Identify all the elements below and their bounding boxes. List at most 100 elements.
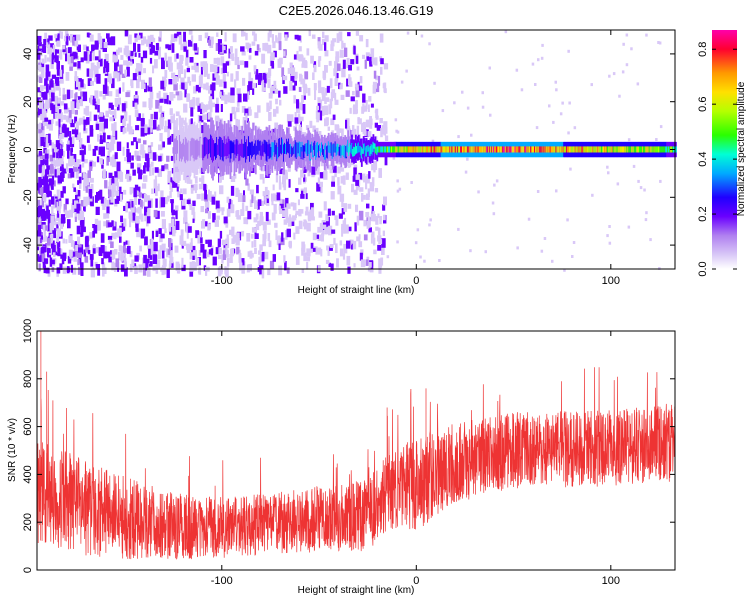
spectrogram-cell: [309, 120, 313, 129]
spectrogram-cell: [264, 251, 269, 260]
x-tick-label: 100: [602, 575, 620, 587]
spectrogram-cell: [371, 164, 374, 171]
spectrogram-cell: [383, 126, 388, 134]
spectrogram-cell: [298, 209, 302, 217]
spectrogram-cell: [378, 267, 382, 274]
spectrogram-ridge-core: [364, 147, 367, 157]
spectrogram-cell: [142, 50, 148, 59]
spectrogram-cell: [314, 127, 319, 132]
spectrogram-cell: [571, 255, 574, 258]
spectrogram-cell: [236, 246, 240, 255]
spectrogram-cell: [187, 76, 191, 84]
spectrogram-cell: [172, 76, 177, 85]
spectrogram-cell: [164, 52, 167, 62]
spectrogram-cell: [192, 255, 195, 260]
spectrogram-ridge-core: [631, 146, 633, 153]
spectrogram-ridge-core: [579, 146, 582, 153]
spectrogram-cell: [92, 161, 96, 167]
spectrogram-cell: [147, 35, 151, 44]
spectrogram-cell: [161, 165, 165, 172]
spectrogram-cell: [77, 215, 81, 221]
spectrogram-cell: [139, 149, 144, 155]
spectrogram-cell: [103, 118, 108, 129]
spectrogram-cell: [206, 251, 210, 258]
spectrogram-ridge-core: [292, 146, 295, 155]
spectrogram-cell: [45, 99, 49, 109]
spectrogram-cell: [304, 61, 308, 69]
spectrogram-cell: [73, 52, 78, 59]
spectrogram-cell: [53, 250, 56, 258]
spectrogram-cell: [612, 72, 616, 76]
spectrogram-ridge-core: [518, 146, 521, 153]
spectrogram-ridge-core: [465, 146, 468, 153]
spectrogram-cell: [352, 91, 355, 96]
spectrogram-cell: [372, 81, 378, 89]
spectrogram-cell: [295, 210, 299, 215]
spectrogram-cell: [49, 154, 54, 162]
spectrogram-cell: [170, 242, 173, 252]
spectrogram-cell: [185, 57, 189, 66]
spectrogram-cell: [313, 83, 317, 91]
spectrogram-ridge-core: [569, 146, 571, 153]
spectrogram-ridge-core: [251, 141, 254, 157]
spectrogram-cell: [190, 238, 193, 246]
spectrogram-ridge-core: [541, 146, 544, 153]
spectrogram-cell: [372, 214, 376, 222]
spectrogram-cell: [294, 71, 298, 78]
spectrogram-cell: [244, 61, 249, 68]
spectrogram-cell: [44, 91, 48, 100]
spectrogram-cell: [189, 101, 192, 106]
spectrogram-cell: [38, 133, 42, 141]
spectrogram-cell: [41, 178, 46, 186]
spectrogram-ridge-core: [411, 146, 414, 153]
spectrogram-cell: [319, 172, 325, 179]
spectrogram-cell: [241, 266, 245, 274]
spectrogram-cell: [110, 193, 114, 203]
spectrogram-cell: [356, 125, 360, 135]
spectrogram-cell: [167, 195, 170, 202]
spectrogram-cell: [233, 174, 237, 179]
spectrogram-cell: [637, 179, 640, 183]
spectrogram-cell: [327, 248, 330, 256]
spectrogram-cell: [216, 32, 219, 37]
spectrogram-cell: [368, 96, 372, 102]
spectrogram-cell: [131, 204, 135, 213]
spectrogram-cell: [348, 77, 352, 86]
spectrogram-cell: [176, 175, 180, 183]
spectrogram-ridge-core: [215, 143, 217, 160]
spectrogram-cell: [58, 118, 61, 128]
spectrogram-cell: [342, 253, 346, 260]
spectrogram-cell: [334, 61, 339, 70]
spectrogram-cell: [213, 57, 218, 64]
spectrogram-ridge-core: [382, 146, 385, 153]
spectrogram-cell: [269, 100, 272, 110]
spectrogram-ridge-core: [404, 146, 407, 153]
spectrogram-cell: [59, 124, 63, 134]
spectrogram-ridge-core: [459, 146, 461, 153]
spectrogram-ridge-core: [278, 138, 280, 158]
spectrogram-cell: [82, 171, 85, 179]
spectrogram-cell: [136, 155, 141, 161]
spectrogram-cell: [42, 94, 45, 100]
spectrogram-cell: [632, 164, 636, 168]
spectrogram-cell: [189, 261, 194, 272]
spectrogram-cell: [124, 30, 129, 37]
spectrogram-ridge-core: [638, 146, 640, 153]
spectrogram-cell: [377, 235, 382, 242]
spectrogram-cell: [331, 89, 336, 99]
spectrogram-cell: [340, 94, 345, 100]
spectrogram-cell: [85, 54, 90, 64]
spectrogram-ridge-core: [372, 141, 375, 152]
spectrogram-cell: [172, 226, 176, 237]
spectrogram-cell: [358, 172, 363, 180]
spectrogram-cell: [168, 241, 171, 251]
spectrogram-cell: [298, 220, 303, 230]
spectrogram-cell: [520, 88, 524, 92]
spectrogram-ridge-core: [454, 146, 456, 153]
spectrogram-cell: [60, 214, 66, 224]
spectrogram-cell: [149, 150, 153, 160]
spectrogram-ridge-core: [521, 146, 524, 153]
spectrogram-cell: [59, 263, 63, 270]
spectrogram-cell: [317, 247, 322, 255]
